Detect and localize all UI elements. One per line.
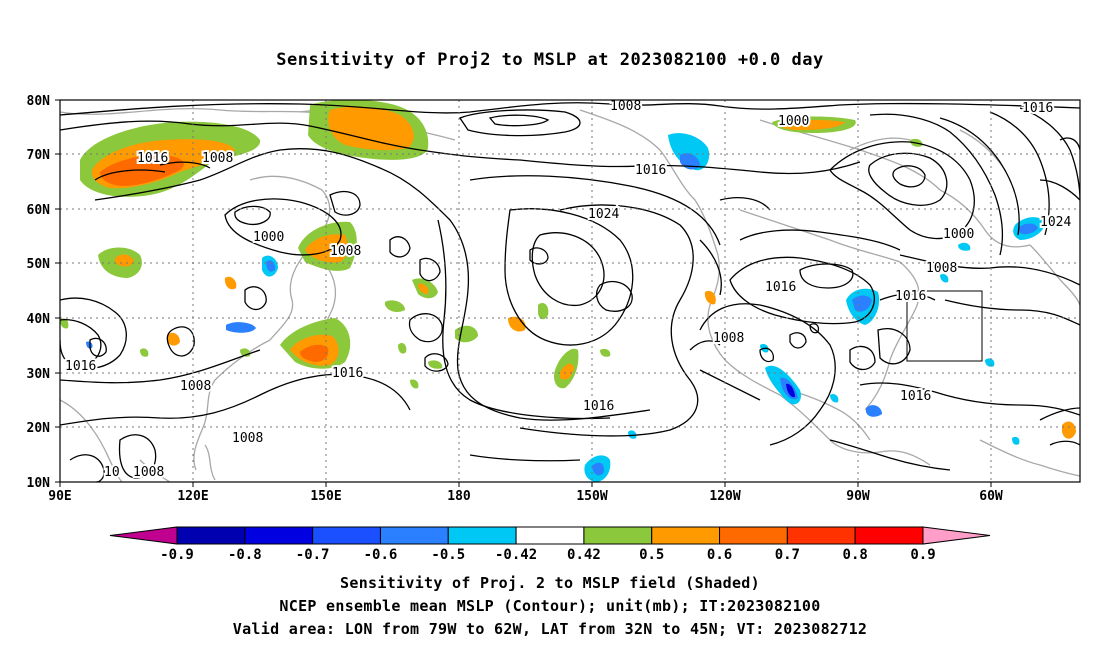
lat-label: 60N (27, 203, 51, 218)
colorbar-label: 0.6 (707, 547, 732, 563)
colorbar-label: -0.9 (160, 547, 194, 563)
contour-label: 1016 (137, 151, 168, 166)
contour-label: 1016 (1022, 101, 1053, 116)
colorbar-label: -0.42 (495, 547, 537, 563)
colorbar-box (719, 526, 788, 545)
lat-label: 10N (27, 476, 51, 491)
map-content: 1008 1016 1008 1000 1016 1024 1000 1008 … (60, 99, 1080, 482)
contour-label: 1008 (330, 244, 361, 259)
map-frame (59, 99, 1081, 483)
lon-label: 120E (177, 489, 208, 504)
lat-label: 50N (27, 257, 51, 272)
colorbar-box (312, 526, 381, 545)
colorbar-label: -0.7 (296, 547, 330, 563)
lat-label: 30N (27, 367, 51, 382)
map-title: Sensitivity of Proj2 to MSLP at 20230821… (276, 50, 824, 70)
contour-label: 1008 (180, 379, 211, 394)
contour-label: 1024 (1040, 215, 1071, 230)
colorbar-box (244, 526, 314, 545)
colorbar: -0.9 -0.8 -0.7 -0.6 -0.5 -0.42 0.42 0.5 0.6 0.7 0.… (109, 526, 991, 563)
contour-label: 1008 (610, 99, 641, 114)
shading-positive (60, 100, 1076, 439)
contour-label: 1016 (583, 399, 614, 414)
lat-label: 40N (27, 312, 51, 327)
contour-label: 1016 (65, 359, 96, 374)
colorbar-arrow-high (922, 526, 991, 545)
tick-marks (55, 99, 992, 487)
contour-labels: 1008 1016 1008 1000 1016 1024 1000 1008 … (63, 99, 1073, 482)
lat-label: 20N (27, 421, 51, 436)
latitude-labels: 80N 70N 60N 50N 40N 30N 20N 10N (27, 94, 51, 491)
caption-line-2: NCEP ensemble mean MSLP (Contour); unit(… (279, 597, 821, 615)
colorbar-box (583, 526, 653, 545)
contour-label: 1016 (895, 289, 926, 304)
contour-label: 1008 (713, 331, 744, 346)
lon-label: 60W (979, 489, 1003, 504)
colorbar-label: 0.9 (910, 547, 935, 563)
lon-label: 150W (576, 489, 607, 504)
colorbar-box (176, 526, 246, 545)
colorbar-box (651, 526, 721, 545)
colorbar-arrow-low (109, 526, 178, 545)
contour-label: 1008 (926, 261, 957, 276)
contour-label: 1016 (900, 389, 931, 404)
contour-label: 1000 (778, 114, 809, 129)
colorbar-label: 0.8 (843, 547, 868, 563)
lon-label: 90W (846, 489, 870, 504)
colorbar-label: -0.5 (431, 547, 465, 563)
colorbar-label: 0.42 (567, 547, 601, 563)
mslp-contours (60, 102, 1080, 482)
contour-label: 1000 (943, 227, 974, 242)
contour-label: 1008 (232, 431, 263, 446)
lat-label: 80N (27, 94, 51, 109)
valid-area-box (906, 290, 983, 362)
shading-negative (86, 133, 1045, 482)
lat-label: 70N (27, 148, 51, 163)
colorbar-label: -0.6 (364, 547, 398, 563)
lon-label: 120W (709, 489, 740, 504)
contour-label: 1024 (588, 207, 619, 222)
colorbar-label: 0.7 (775, 547, 800, 563)
longitude-labels: 90E 120E 150E 180 150W 120W 90W 60W (48, 489, 1003, 504)
colorbar-box (854, 526, 924, 545)
caption-line-1: Sensitivity of Proj. 2 to MSLP field (Sh… (340, 574, 760, 592)
contour-label: 1008 (133, 465, 164, 480)
contour-label: 1016 (765, 280, 796, 295)
lon-label: 150E (310, 489, 341, 504)
caption-line-3: Valid area: LON from 79W to 62W, LAT fro… (232, 620, 868, 638)
contour-label: 10 (104, 465, 120, 480)
lon-label: 180 (447, 489, 471, 504)
lon-label: 90E (48, 489, 71, 504)
colorbar-box (447, 526, 517, 545)
contour-label: 1016 (635, 163, 666, 178)
colorbar-label: 0.5 (639, 547, 664, 563)
colorbar-box (786, 526, 856, 545)
contour-label: 1000 (253, 230, 284, 245)
colorbar-label: -0.8 (228, 547, 262, 563)
contour-label: 1008 (202, 151, 233, 166)
colorbar-box (379, 526, 449, 545)
contour-label: 1016 (332, 366, 363, 381)
colorbar-box (515, 526, 585, 545)
map-gridlines (60, 100, 1080, 482)
